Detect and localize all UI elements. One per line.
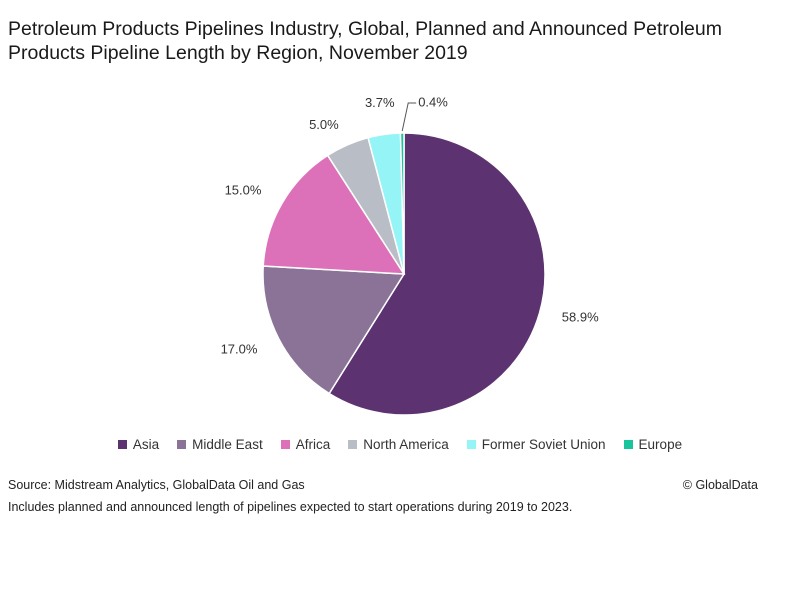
legend-swatch [623, 440, 633, 449]
pie-slice-middle-east [262, 265, 406, 395]
legend-label: Former Soviet Union [481, 437, 606, 452]
legend-swatch [117, 440, 127, 449]
slice-label-north-america: 5.0% [309, 117, 339, 132]
legend-item-former-soviet-union: Former Soviet Union [466, 437, 606, 452]
slice-label-asia: 58.9% [562, 310, 599, 325]
legend-item-africa: Africa [280, 437, 331, 452]
slice-label-middle-east: 17.0% [221, 341, 258, 356]
legend-item-middle-east: Middle East [177, 437, 263, 452]
legend-label: Africa [295, 437, 331, 452]
chart-legend: Asia Middle East Africa North America Former… [0, 437, 800, 452]
legend-item-north-america: North America [348, 437, 449, 452]
legend-label: Asia [132, 437, 160, 452]
pie-slice-asia [328, 132, 546, 416]
legend-swatch [280, 440, 290, 449]
pie-slice-africa [262, 154, 406, 275]
slice-label-former-soviet-union: 3.7% [365, 95, 395, 110]
pie-slice-europe [399, 132, 405, 275]
slice-label-europe: 0.4% [418, 94, 448, 109]
footnote: Includes planned and announced length of… [8, 500, 573, 514]
legend-label: North America [363, 437, 449, 452]
slice-label-africa: 15.0% [225, 182, 262, 197]
copyright-notice: © GlobalData [682, 478, 758, 492]
legend-label: Europe [638, 437, 683, 452]
legend-label: Middle East [192, 437, 263, 452]
source-note: Source: Midstream Analytics, GlobalData … [8, 478, 305, 492]
legend-item-asia: Asia [117, 437, 160, 452]
legend-item-europe: Europe [623, 437, 683, 452]
legend-swatch [177, 440, 187, 449]
leader-line [401, 102, 417, 132]
legend-swatch [466, 440, 476, 449]
pie-chart: 58.9% 17.0% 15.0% 5.0% 3.7% 0.4% [221, 94, 599, 416]
legend-swatch [348, 440, 358, 449]
chart-title: Petroleum Products Pipelines Industry, G… [8, 18, 722, 64]
